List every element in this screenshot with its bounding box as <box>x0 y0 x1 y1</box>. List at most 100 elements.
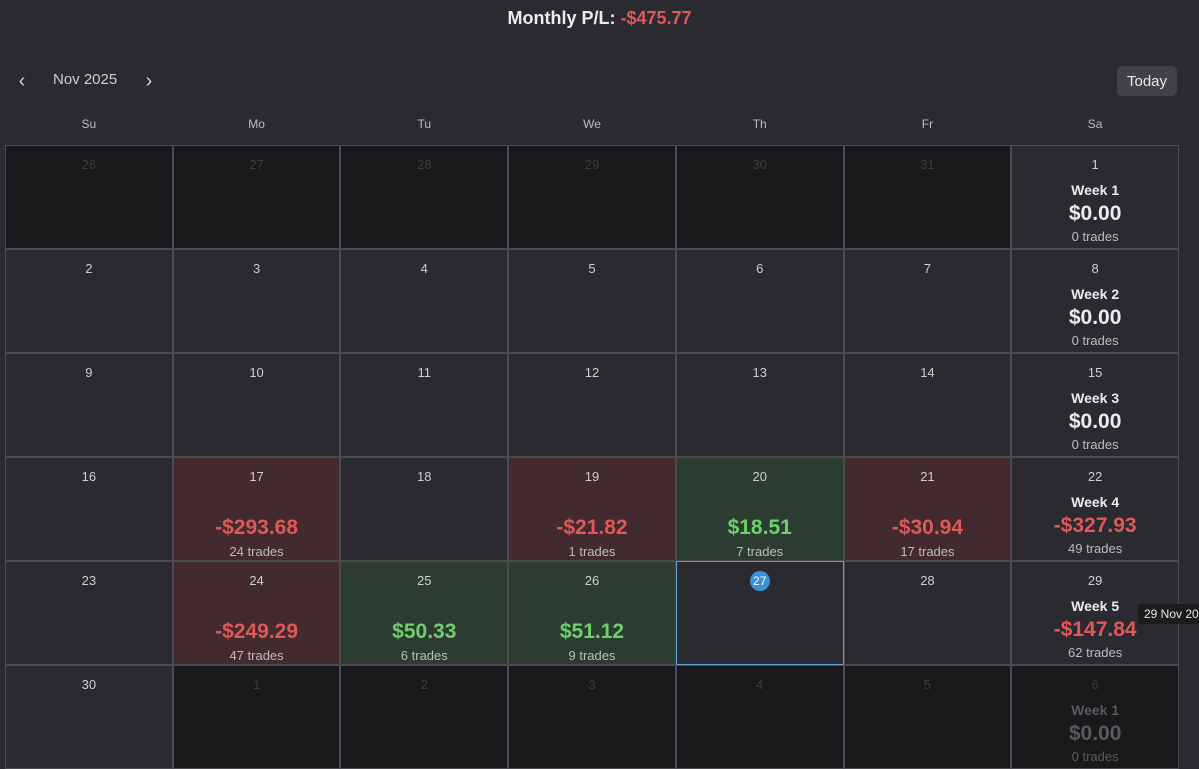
week-summary-cell[interactable]: 6 Week 1 $0.00 0 trades <box>1011 665 1179 769</box>
day-cell[interactable]: 26 $51.12 9 trades <box>508 561 676 665</box>
outside-day-cell[interactable]: 2 <box>340 665 509 769</box>
day-number: 2 <box>420 677 428 692</box>
weekday-label: Su <box>81 117 97 131</box>
week-label: Week 4 <box>1071 494 1120 510</box>
outside-day-cell[interactable]: 28 <box>340 145 509 249</box>
day-number: 1 <box>1091 157 1099 172</box>
day-number: 6 <box>756 261 764 276</box>
day-cell[interactable]: 20 $18.51 7 trades <box>675 457 844 561</box>
day-trade-count: 6 trades <box>400 648 448 663</box>
day-number: 9 <box>85 365 93 380</box>
day-cell[interactable]: 7 <box>843 249 1012 353</box>
week-summary-cell[interactable]: 15 Week 3 $0.00 0 trades <box>1011 353 1179 457</box>
day-pl-value: $18.51 <box>727 516 792 539</box>
day-number: 27 <box>249 157 264 172</box>
day-number: 29 <box>1087 573 1103 588</box>
day-cell[interactable]: 5 <box>508 249 676 353</box>
day-cell[interactable]: 17 -$293.68 24 trades <box>172 457 341 561</box>
weekday-label: We <box>583 117 601 131</box>
day-number: 6 <box>1091 677 1099 692</box>
day-pl-value: -$21.82 <box>556 516 628 539</box>
day-number: 28 <box>920 573 935 588</box>
day-number: 21 <box>920 469 935 484</box>
week-summary-cell[interactable]: 1 Week 1 $0.00 0 trades <box>1011 145 1179 249</box>
weekday-header: Su Mo Tu We Th Fr Sa <box>5 117 1179 135</box>
week-summary-cell[interactable]: 8 Week 2 $0.00 0 trades <box>1011 249 1179 353</box>
day-cell[interactable]: 18 <box>340 457 509 561</box>
day-number: 19 <box>584 469 600 484</box>
day-number: 13 <box>752 365 767 380</box>
monthly-pl-label: Monthly P/L: <box>507 8 621 28</box>
day-number: 4 <box>420 261 428 276</box>
day-cell[interactable]: 2 <box>5 249 173 353</box>
week-label: Week 1 <box>1071 182 1120 198</box>
day-number: 22 <box>1087 469 1103 484</box>
outside-day-cell[interactable]: 26 <box>5 145 173 249</box>
day-number: 24 <box>249 573 264 588</box>
monthly-pl-title: Monthly P/L: -$475.77 <box>0 8 1199 29</box>
day-cell[interactable]: 9 <box>5 353 173 457</box>
day-trade-count: 9 trades <box>568 648 616 663</box>
week-trade-count: 0 trades <box>1071 333 1119 348</box>
week-trade-count: 62 trades <box>1068 645 1123 660</box>
day-pl-value: $50.33 <box>392 620 457 643</box>
day-pl-value: -$249.29 <box>215 620 299 643</box>
week-pl-value: -$327.93 <box>1053 514 1137 537</box>
day-cell[interactable]: 12 <box>508 353 676 457</box>
day-cell[interactable]: 19 -$21.82 1 trades <box>508 457 676 561</box>
week-pl-value: -$147.84 <box>1053 618 1137 641</box>
outside-day-cell[interactable]: 3 <box>508 665 676 769</box>
week-label: Week 2 <box>1071 286 1120 302</box>
day-cell[interactable]: 23 <box>5 561 173 665</box>
outside-day-cell[interactable]: 27 <box>172 145 341 249</box>
current-month-label: Nov 2025 <box>53 71 118 88</box>
day-number: 5 <box>588 261 596 276</box>
day-number: 16 <box>81 469 97 484</box>
outside-day-cell[interactable]: 4 <box>675 665 844 769</box>
day-trade-count: 7 trades <box>736 544 784 559</box>
week-pl-value: $0.00 <box>1068 722 1122 745</box>
today-button[interactable]: Today <box>1117 66 1177 96</box>
week-summary-cell[interactable]: 22 Week 4 -$327.93 49 trades <box>1011 457 1179 561</box>
day-cell[interactable]: 30 <box>5 665 173 769</box>
day-trade-count: 17 trades <box>900 544 955 559</box>
day-trade-count: 1 trades <box>568 544 616 559</box>
prev-month-chevron-icon[interactable]: ‹ <box>18 70 26 92</box>
outside-day-cell[interactable]: 5 <box>843 665 1012 769</box>
day-cell[interactable]: 13 <box>675 353 844 457</box>
day-cell[interactable]: 14 <box>843 353 1012 457</box>
day-number: 11 <box>417 365 432 380</box>
outside-day-cell[interactable]: 31 <box>843 145 1012 249</box>
day-cell[interactable]: 11 <box>340 353 509 457</box>
day-number: 7 <box>923 261 932 276</box>
day-pl-value: $51.12 <box>559 620 625 643</box>
day-cell[interactable]: 25 $50.33 6 trades <box>340 561 509 665</box>
outside-day-cell[interactable]: 1 <box>172 665 341 769</box>
monthly-pl-value: -$475.77 <box>620 8 692 28</box>
day-cell[interactable]: 10 <box>172 353 341 457</box>
day-pl-value: -$293.68 <box>215 516 299 539</box>
day-number: 8 <box>1091 261 1099 276</box>
day-number: 10 <box>249 365 264 380</box>
week-trade-count: 0 trades <box>1071 749 1119 764</box>
next-month-chevron-icon[interactable]: › <box>145 70 153 92</box>
day-cell[interactable]: 16 <box>5 457 173 561</box>
day-number: 28 <box>417 157 432 172</box>
week-pl-value: $0.00 <box>1068 202 1122 225</box>
day-cell[interactable]: 4 <box>340 249 509 353</box>
day-cell[interactable]: 21 -$30.94 17 trades <box>843 457 1012 561</box>
day-cell[interactable]: 24 -$249.29 47 trades <box>172 561 341 665</box>
today-indicator: 27 <box>749 571 770 591</box>
weekday-label: Mo <box>248 117 265 131</box>
day-cell[interactable]: 3 <box>172 249 341 353</box>
day-pl-value: -$30.94 <box>891 516 964 539</box>
day-number: 4 <box>756 677 764 692</box>
day-cell[interactable]: 28 <box>843 561 1012 665</box>
day-cell[interactable]: 6 <box>675 249 844 353</box>
outside-day-cell[interactable]: 30 <box>675 145 844 249</box>
outside-day-cell[interactable]: 29 <box>508 145 676 249</box>
week-label: Week 1 <box>1071 702 1120 718</box>
day-number: 30 <box>81 677 97 692</box>
day-cell[interactable]: 27 <box>675 561 844 665</box>
week-label: Week 5 <box>1071 598 1120 614</box>
